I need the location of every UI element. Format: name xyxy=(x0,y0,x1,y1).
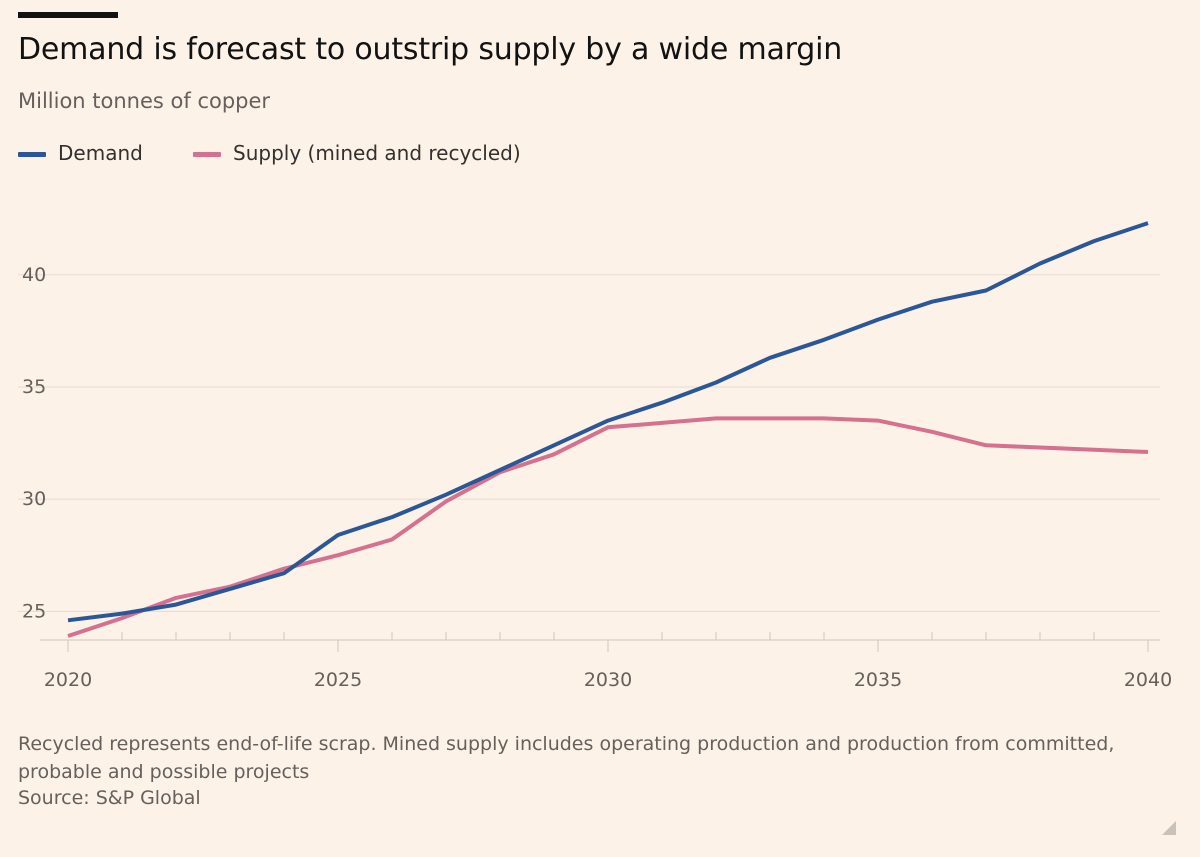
chart-source: Source: S&P Global xyxy=(18,787,201,809)
chart-note: Recycled represents end-of-life scrap. M… xyxy=(18,733,1115,783)
x-tick-label-2020: 2020 xyxy=(44,669,92,691)
chart-title: Demand is forecast to outstrip supply by… xyxy=(18,32,843,67)
legend-label-demand: Demand xyxy=(58,141,143,165)
x-tick-label-2030: 2030 xyxy=(584,669,632,691)
x-tick-label-2040: 2040 xyxy=(1124,669,1172,691)
line-chart: 25 30 35 40 2020 2025 2030 2035 2040 xyxy=(18,221,1172,691)
legend-label-supply: Supply (mined and recycled) xyxy=(233,141,521,165)
y-tick-label-35: 35 xyxy=(22,376,46,398)
x-tick-label-2025: 2025 xyxy=(314,669,362,691)
legend-swatch-demand xyxy=(18,152,46,157)
series-line-demand xyxy=(67,221,1149,623)
brand-bar xyxy=(18,12,118,18)
legend-swatch-supply xyxy=(193,152,221,157)
y-tick-label-40: 40 xyxy=(22,264,46,286)
chart-subtitle: Million tonnes of copper xyxy=(18,89,271,113)
y-tick-label-25: 25 xyxy=(22,600,46,622)
series-line-supply xyxy=(67,416,1149,638)
resize-grip-icon xyxy=(1162,821,1176,835)
x-tick-label-2035: 2035 xyxy=(854,669,902,691)
y-tick-label-30: 30 xyxy=(22,488,46,510)
